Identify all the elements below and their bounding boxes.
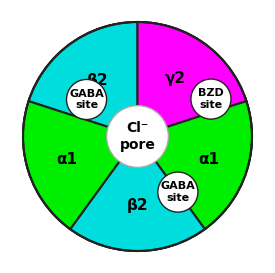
Text: GABA
site: GABA site [69, 89, 104, 110]
Wedge shape [138, 22, 246, 136]
Wedge shape [70, 136, 205, 251]
Wedge shape [138, 101, 252, 229]
Text: Cl⁻
pore: Cl⁻ pore [120, 121, 155, 152]
Text: β2: β2 [86, 73, 108, 88]
Circle shape [107, 106, 168, 167]
Text: BZD
site: BZD site [198, 88, 224, 110]
Text: α1: α1 [198, 152, 219, 167]
Text: γ2: γ2 [164, 71, 185, 86]
Wedge shape [23, 101, 138, 229]
Circle shape [158, 172, 198, 212]
Text: α1: α1 [56, 152, 77, 167]
Text: β2: β2 [127, 198, 148, 213]
Circle shape [23, 22, 252, 251]
Wedge shape [29, 22, 138, 136]
Circle shape [191, 79, 231, 119]
Circle shape [67, 79, 107, 120]
Text: GABA
site: GABA site [161, 181, 195, 203]
